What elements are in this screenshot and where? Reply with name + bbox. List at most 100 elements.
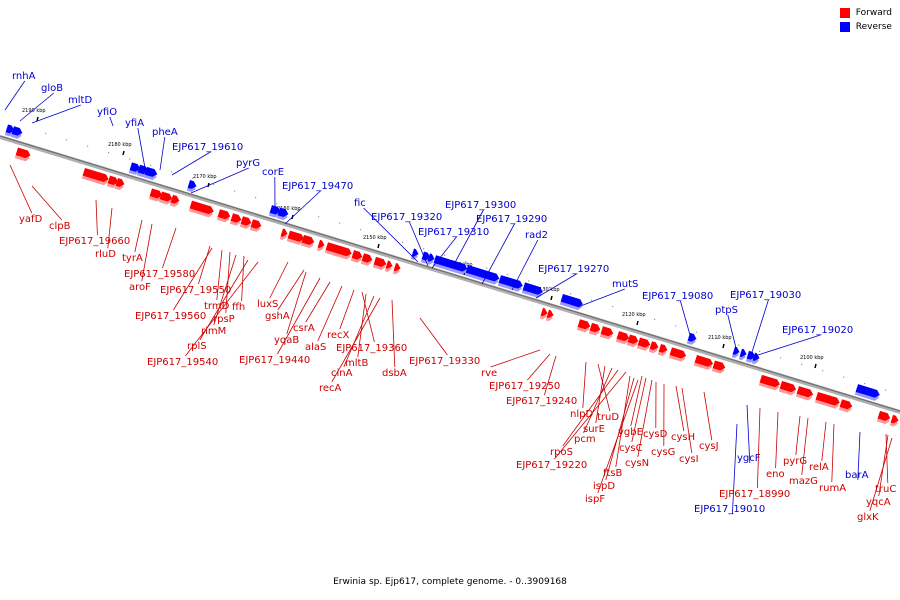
reverse-leader-line <box>757 334 821 356</box>
tick-mark <box>722 343 725 349</box>
forward-leader-line <box>703 391 713 441</box>
tick-label: 2170 kbp <box>193 174 217 180</box>
forward-gene-label: trmD <box>204 301 230 312</box>
forward-gene-block <box>838 399 853 413</box>
reverse-gene-label: corE <box>262 167 284 178</box>
forward-gene-label: ygbE <box>618 427 643 438</box>
track-dot <box>633 312 635 314</box>
legend-forward-label: Forward <box>855 8 892 18</box>
forward-gene-label: nlpD <box>570 409 593 420</box>
track-dot <box>150 164 152 167</box>
track-dot <box>87 145 89 147</box>
track-dot <box>360 229 362 231</box>
forward-leader-line <box>31 185 63 221</box>
forward-gene-block <box>636 337 651 351</box>
reverse-gene-label: pheA <box>152 127 178 138</box>
track-dot <box>402 241 404 244</box>
reverse-gene-block <box>10 126 23 139</box>
reverse-gene-block <box>497 275 523 292</box>
reverse-gene-block <box>410 248 419 260</box>
forward-gene-label: luxS <box>257 299 278 310</box>
track-dot <box>654 318 656 321</box>
reverse-gene-label: EJP617_19300 <box>445 200 516 211</box>
forward-gene-block <box>626 334 639 348</box>
reverse-leader-line <box>732 423 738 515</box>
track-dot <box>234 190 236 192</box>
reverse-gene-label: EJP617_19320 <box>371 212 442 223</box>
forward-leader-line <box>681 387 693 454</box>
reverse-leader-line <box>680 300 691 336</box>
genome-caption: Erwinia sp. Ejp617, complete genome. - 0… <box>333 577 567 587</box>
forward-leader-line <box>419 317 448 356</box>
reverse-leader-line <box>4 80 26 111</box>
scale-ticks: 2190 kbp 2180 kbp 2170 kbp 2160 kbp 2150 kbp… <box>22 108 887 391</box>
forward-leader-line <box>527 353 551 381</box>
forward-gene-block <box>316 239 325 252</box>
track-dot <box>423 248 425 250</box>
forward-gene-label: yafD <box>19 214 43 225</box>
reverse-leader-line <box>577 288 625 308</box>
forward-gene-block <box>648 341 659 354</box>
track-dot <box>108 152 110 154</box>
forward-leader-line <box>95 199 98 236</box>
forward-gene-label: rve <box>481 368 497 379</box>
track-dot <box>759 350 761 353</box>
forward-leader-line <box>361 291 375 343</box>
reverse-gene-label: mltD <box>68 95 92 106</box>
forward-gene-label: cysJ <box>699 441 719 452</box>
forward-gene-label: pyrG <box>783 456 807 467</box>
forward-leader-line <box>107 207 113 249</box>
forward-gene-block <box>372 256 387 271</box>
gene-blocks <box>4 124 899 427</box>
forward-gene-block <box>876 410 891 425</box>
reverse-leader-line <box>751 299 769 353</box>
forward-leader-line <box>343 295 375 368</box>
forward-leader-line <box>198 245 211 285</box>
reverse-swatch <box>839 22 850 32</box>
reverse-gene-label: ygcF <box>737 453 761 464</box>
reverse-gene-block <box>854 384 880 401</box>
reverse-leader-line <box>511 239 539 291</box>
forward-gene-block <box>300 234 315 249</box>
forward-leader-line <box>637 379 653 458</box>
forward-gene-label: EJP617_19440 <box>239 355 310 366</box>
forward-leader-line <box>544 355 557 396</box>
forward-leader-line <box>631 377 647 443</box>
tick-mark <box>36 116 39 122</box>
forward-gene-label: EJP617_19250 <box>489 381 560 392</box>
reverse-leader-line <box>190 167 249 194</box>
forward-leader-line <box>317 285 343 342</box>
forward-gene-label: ispF <box>585 494 605 505</box>
forward-gene-block <box>545 309 554 322</box>
track-dot <box>717 338 719 340</box>
tick-label: 2130 kbp <box>536 287 560 293</box>
forward-gene-block <box>588 322 601 336</box>
reverse-gene-block <box>464 265 500 285</box>
tick-label: 2120 kbp <box>622 312 646 318</box>
forward-gene-label: cysG <box>651 447 675 458</box>
reverse-leader-line <box>363 207 419 263</box>
forward-gene-label: rpsP <box>213 314 235 325</box>
forward-leader-line <box>391 299 396 368</box>
reverse-gene-label: EJP617_19080 <box>642 291 713 302</box>
reverse-gene-label: ptpS <box>715 305 738 316</box>
forward-leader-line <box>554 371 627 460</box>
reverse-leader-line <box>109 116 114 127</box>
forward-leader-line <box>562 369 619 447</box>
forward-gene-block <box>576 319 591 333</box>
forward-leader-line <box>339 289 355 330</box>
reverse-gene-label: EJP617_19310 <box>418 227 489 238</box>
reverse-gene-block <box>276 207 289 221</box>
forward-leader-line <box>331 297 381 383</box>
reverse-leader-line <box>727 314 738 353</box>
reverse-leader-line <box>857 431 861 481</box>
reverse-leader-line <box>535 273 577 299</box>
track-dot <box>171 171 173 173</box>
reverse-leader-line <box>746 404 751 464</box>
track-dot <box>696 331 698 333</box>
forward-gene-label: pcm <box>574 434 596 445</box>
forward-gene-label: dsbA <box>382 368 407 379</box>
track-dot <box>129 158 131 160</box>
reverse-leader-line <box>31 104 81 124</box>
